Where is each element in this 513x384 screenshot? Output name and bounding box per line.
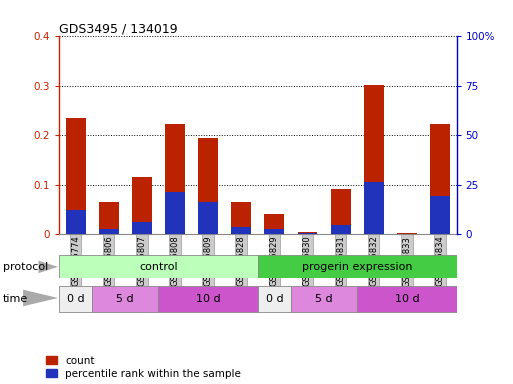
Bar bbox=[132, 222, 152, 234]
Bar bbox=[92, 286, 159, 311]
Text: GDS3495 / 134019: GDS3495 / 134019 bbox=[59, 22, 177, 35]
Bar bbox=[231, 227, 251, 234]
Bar bbox=[430, 124, 450, 234]
Text: protocol: protocol bbox=[3, 262, 48, 272]
Bar bbox=[357, 286, 457, 311]
Text: 10 d: 10 d bbox=[394, 293, 419, 304]
Text: control: control bbox=[139, 262, 177, 272]
Bar bbox=[430, 196, 450, 234]
Bar bbox=[98, 229, 119, 234]
Polygon shape bbox=[38, 261, 58, 273]
Bar bbox=[298, 232, 318, 234]
Bar bbox=[264, 229, 284, 234]
Bar bbox=[165, 192, 185, 234]
Text: 5 d: 5 d bbox=[116, 293, 134, 304]
Bar bbox=[364, 182, 384, 234]
Bar bbox=[165, 124, 185, 234]
Bar bbox=[198, 202, 218, 234]
Bar bbox=[231, 202, 251, 234]
Bar bbox=[331, 189, 350, 234]
Bar bbox=[298, 233, 318, 234]
Bar bbox=[66, 210, 86, 234]
Bar bbox=[98, 202, 119, 234]
Bar bbox=[159, 286, 258, 311]
Bar bbox=[291, 286, 357, 311]
Text: 10 d: 10 d bbox=[196, 293, 221, 304]
Text: 0 d: 0 d bbox=[67, 293, 84, 304]
Bar bbox=[66, 118, 86, 234]
Bar bbox=[264, 214, 284, 234]
Bar bbox=[331, 225, 350, 234]
Bar bbox=[198, 138, 218, 234]
Text: 0 d: 0 d bbox=[266, 293, 283, 304]
Bar bbox=[258, 255, 457, 278]
Polygon shape bbox=[23, 290, 58, 306]
Text: progerin expression: progerin expression bbox=[302, 262, 412, 272]
Bar bbox=[59, 286, 92, 311]
Bar bbox=[132, 177, 152, 234]
Text: time: time bbox=[3, 294, 28, 304]
Legend: count, percentile rank within the sample: count, percentile rank within the sample bbox=[46, 356, 241, 379]
Text: 5 d: 5 d bbox=[315, 293, 333, 304]
Bar bbox=[59, 255, 258, 278]
Bar bbox=[364, 85, 384, 234]
Bar bbox=[397, 233, 417, 234]
Bar bbox=[258, 286, 291, 311]
